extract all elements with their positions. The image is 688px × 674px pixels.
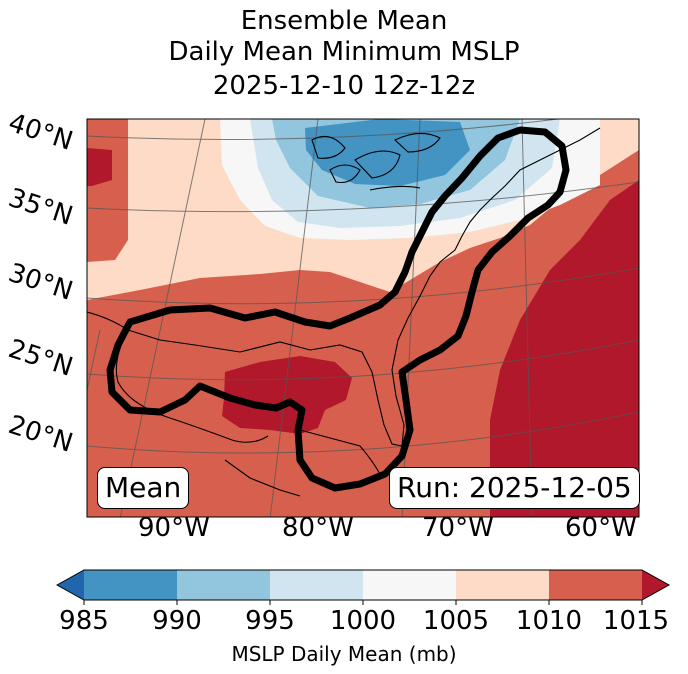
title-line-3: 2025-12-10 12z-12z bbox=[212, 71, 476, 101]
colorbar-tick-1000: 1000 bbox=[329, 606, 397, 636]
colorbar-bin-1000-1005 bbox=[363, 570, 456, 600]
colorbar-tick-1005: 1005 bbox=[422, 606, 490, 636]
colorbar-bin-990-995 bbox=[177, 570, 270, 600]
ensemble-outline-contour bbox=[106, 126, 570, 492]
lon-label-60w: 60°W bbox=[565, 513, 637, 543]
run-date-box: Run: 2025-12-05 bbox=[389, 467, 640, 509]
pressure-field-985-990 bbox=[305, 119, 470, 186]
colorbar-tick-1010: 1010 bbox=[515, 606, 583, 636]
colorbar-bin-1005-1010 bbox=[456, 570, 549, 600]
colorbar-tick-995: 995 bbox=[245, 606, 295, 636]
title-line-2: Daily Mean Minimum MSLP bbox=[168, 37, 520, 67]
lon-label-90w: 90°W bbox=[138, 513, 210, 543]
colorbar-tick-1015: 1015 bbox=[602, 606, 670, 636]
pressure-field-1015-atlantic bbox=[490, 180, 639, 517]
colorbar-bin-985-990 bbox=[84, 570, 177, 600]
colorbar-tick-985: 985 bbox=[59, 606, 109, 636]
colorbar-bin-1010-1015 bbox=[549, 570, 642, 600]
colorbar-label: MSLP Daily Mean (mb) bbox=[231, 642, 457, 666]
pressure-field-1015-west bbox=[87, 148, 112, 186]
mean-label-box: Mean bbox=[97, 467, 190, 509]
pressure-field-1015-gulf bbox=[222, 356, 352, 434]
lon-label-70w: 70°W bbox=[422, 513, 494, 543]
colorbar-tick-990: 990 bbox=[152, 606, 202, 636]
colorbar-over-arrow bbox=[642, 570, 669, 600]
colorbar-bin-995-1000 bbox=[270, 570, 363, 600]
colorbar-under-arrow bbox=[57, 570, 84, 600]
title-line-1: Ensemble Mean bbox=[240, 6, 448, 36]
lon-label-80w: 80°W bbox=[282, 513, 354, 543]
